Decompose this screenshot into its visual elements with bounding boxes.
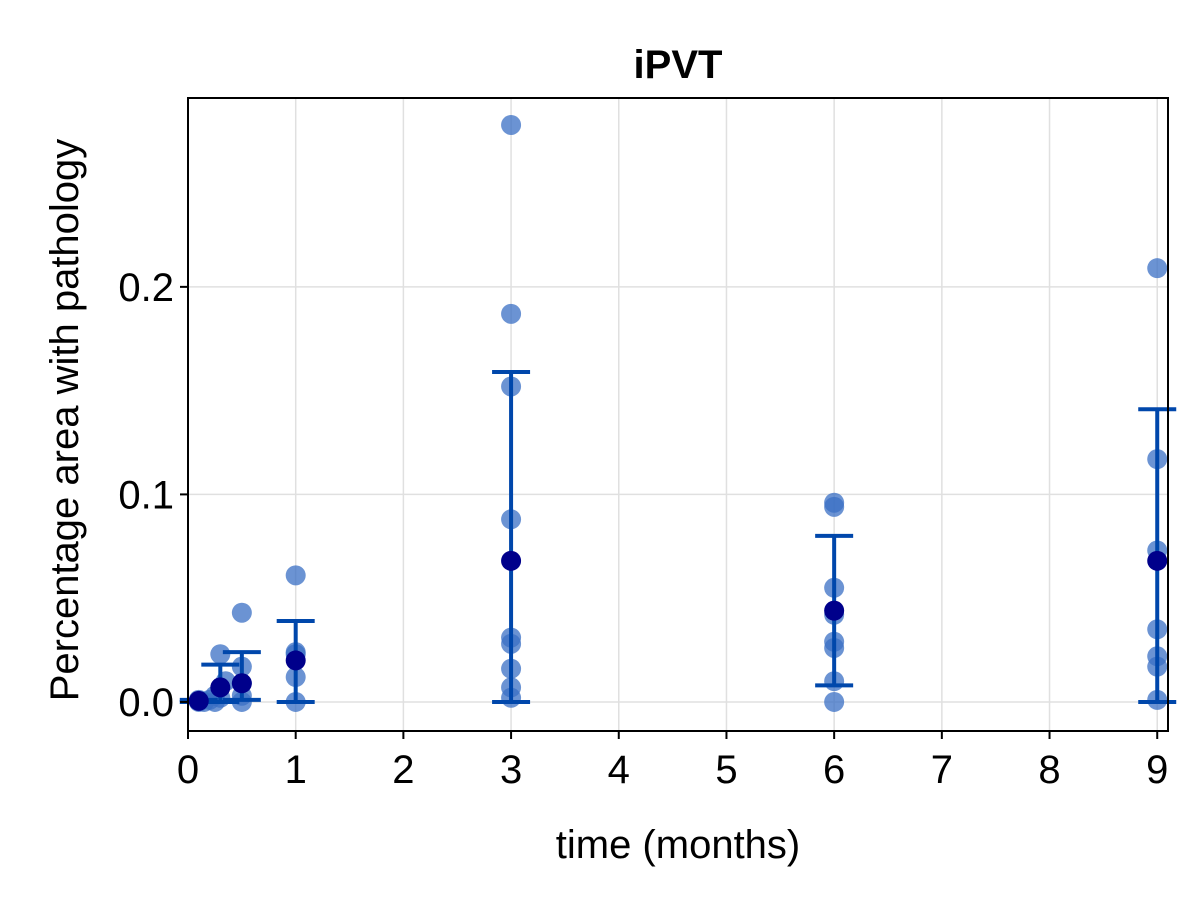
mean-point [188,690,209,711]
x-tick-label: 1 [285,748,307,792]
data-point [824,496,845,517]
data-marks [179,114,1177,712]
data-point [231,602,252,623]
plot-frame [187,97,1169,732]
mean-point [231,673,252,694]
y-tick-label: 0.1 [118,473,174,517]
data-point [824,691,845,712]
mean-point [285,650,306,671]
data-point [501,114,522,135]
x-tick-label: 3 [500,748,522,792]
data-point [231,691,252,712]
y-tick-label: 0.2 [118,266,174,310]
mean-point [210,677,231,698]
chart-title: iPVT [634,43,723,87]
x-tick-label: 0 [177,748,199,792]
tick-labels: 0 1 2 3 4 5 6 7 8 9 0.0 0.1 0.2 [118,266,1168,792]
x-axis-title: time (months) [556,823,801,867]
data-point [285,565,306,586]
y-tick-label: 0.0 [118,681,174,725]
mean-point [824,600,845,621]
x-tick-label: 4 [608,748,630,792]
x-tick-label: 2 [392,748,414,792]
x-tick-label: 8 [1038,748,1060,792]
y-axis-title: Percentage area with pathology [43,139,87,702]
data-point [501,303,522,324]
x-tick-label: 5 [715,748,737,792]
x-tick-label: 6 [823,748,845,792]
data-point [1147,258,1168,279]
x-tick-label: 9 [1146,748,1168,792]
mean-point [1147,550,1168,571]
mean-point [501,550,522,571]
grid-lines [187,98,1168,731]
x-tick-label: 7 [931,748,953,792]
data-point [210,644,231,665]
